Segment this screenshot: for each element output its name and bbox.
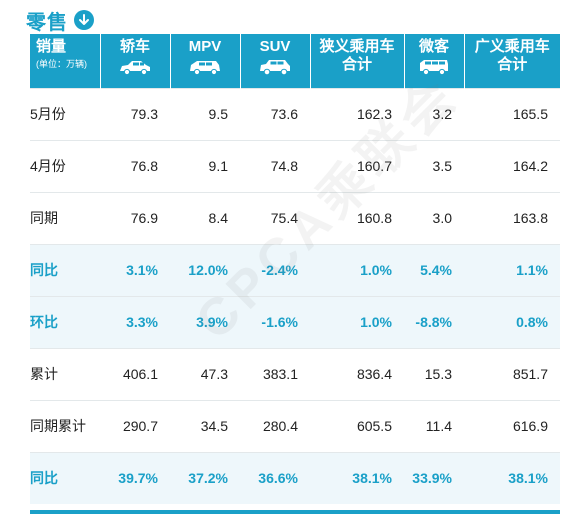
- cell-percent: 3.3%: [100, 295, 170, 348]
- sedan-icon: [120, 61, 150, 75]
- row-label: 环比: [30, 295, 100, 348]
- cell-value: 406.1: [100, 347, 170, 400]
- table-row-percent: 同比 3.1% 12.0% -2.4% 1.0% 5.4% 1.1%: [30, 243, 560, 296]
- cell-percent: 5.4%: [404, 243, 464, 296]
- header-col-label: MPV: [188, 38, 222, 55]
- table-row: 4月份 76.8 9.1 74.8 160.7 3.5 164.2: [30, 139, 560, 192]
- table-row-percent: 环比 3.3% 3.9% -1.6% 1.0% -8.8% 0.8%: [30, 295, 560, 348]
- header-metric: 销量 (单位：万辆): [30, 34, 100, 88]
- bottom-divider: [30, 510, 560, 514]
- cell-value: 73.6: [240, 87, 310, 140]
- header-col-sedan: 轿车: [99, 34, 170, 88]
- cell-value: 15.3: [404, 347, 464, 400]
- cell-value: 47.3: [170, 347, 240, 400]
- header-col-label: 微客: [418, 38, 449, 55]
- cell-value: 34.5: [170, 399, 240, 452]
- cell-value: 11.4: [404, 399, 464, 452]
- header-col-label: SUV: [259, 38, 291, 55]
- cell-value: 616.9: [464, 399, 560, 452]
- header-col-narrow-total: 狭义乘用车 合计: [309, 34, 404, 88]
- header-col-mpv: MPV: [169, 34, 240, 88]
- cell-percent: 1.0%: [310, 243, 404, 296]
- cell-percent: 38.1%: [310, 451, 404, 504]
- cell-value: 163.8: [464, 191, 560, 244]
- table-row-percent: 同比 39.7% 37.2% 36.6% 38.1% 33.9% 38.1%: [30, 451, 560, 504]
- header-col-label: 广义乘用车: [474, 38, 550, 55]
- row-label: 同比: [30, 243, 100, 296]
- table-header-row: 销量 (单位：万辆) 轿车 MPV: [30, 34, 560, 88]
- cell-percent: 3.9%: [170, 295, 240, 348]
- cell-percent: 36.6%: [240, 451, 310, 504]
- minivan-icon: [420, 60, 448, 75]
- cell-value: 162.3: [310, 87, 404, 140]
- row-label: 5月份: [30, 87, 100, 140]
- cell-value: 75.4: [240, 191, 310, 244]
- cell-percent: -2.4%: [240, 243, 310, 296]
- cell-percent: 38.1%: [464, 451, 560, 504]
- header-unit: (单位：万辆): [36, 59, 87, 69]
- header-col-label: 轿车: [119, 38, 150, 55]
- cell-percent: 0.8%: [464, 295, 560, 348]
- cell-percent: 39.7%: [100, 451, 170, 504]
- cell-percent: 1.0%: [310, 295, 404, 348]
- table-row: 同期累计 290.7 34.5 280.4 605.5 11.4 616.9: [30, 399, 560, 452]
- suv-icon: [260, 60, 290, 75]
- cell-percent: 37.2%: [170, 451, 240, 504]
- header-col-minivan: 微客: [403, 34, 464, 88]
- cell-value: 74.8: [240, 139, 310, 192]
- cell-value: 8.4: [170, 191, 240, 244]
- cell-value: 165.5: [464, 87, 560, 140]
- row-label: 累计: [30, 347, 100, 400]
- cell-value: 76.8: [100, 139, 170, 192]
- cell-value: 160.8: [310, 191, 404, 244]
- mpv-icon: [190, 61, 220, 75]
- cell-value: 290.7: [100, 399, 170, 452]
- sales-table: 销量 (单位：万辆) 轿车 MPV: [30, 34, 560, 504]
- header-col-broad-total: 广义乘用车 合计: [463, 34, 560, 88]
- cell-value: 280.4: [240, 399, 310, 452]
- header-col-label-line2: 合计: [341, 56, 372, 73]
- title-row: 零售: [26, 6, 570, 34]
- cell-percent: -1.6%: [240, 295, 310, 348]
- table-row: 同期 76.9 8.4 75.4 160.8 3.0 163.8: [30, 191, 560, 244]
- header-metric-label: 销量: [36, 38, 67, 55]
- cell-value: 383.1: [240, 347, 310, 400]
- row-label: 同期: [30, 191, 100, 244]
- cell-percent: 33.9%: [404, 451, 464, 504]
- header-col-suv: SUV: [239, 34, 310, 88]
- cell-value: 9.5: [170, 87, 240, 140]
- cell-value: 3.2: [404, 87, 464, 140]
- cell-value: 3.0: [404, 191, 464, 244]
- row-label: 同期累计: [30, 399, 100, 452]
- cell-value: 9.1: [170, 139, 240, 192]
- cell-value: 836.4: [310, 347, 404, 400]
- header-col-label: 狭义乘用车: [319, 38, 395, 55]
- cell-value: 160.7: [310, 139, 404, 192]
- cell-percent: -8.8%: [404, 295, 464, 348]
- cell-value: 164.2: [464, 139, 560, 192]
- cell-percent: 12.0%: [170, 243, 240, 296]
- cell-value: 76.9: [100, 191, 170, 244]
- row-label: 同比: [30, 451, 100, 504]
- arrow-down-circle-icon[interactable]: [74, 10, 94, 30]
- cell-value: 3.5: [404, 139, 464, 192]
- table-row: 5月份 79.3 9.5 73.6 162.3 3.2 165.5: [30, 87, 560, 140]
- row-label: 4月份: [30, 139, 100, 192]
- cell-value: 851.7: [464, 347, 560, 400]
- cell-value: 79.3: [100, 87, 170, 140]
- table-row: 累计 406.1 47.3 383.1 836.4 15.3 851.7: [30, 347, 560, 400]
- page-title: 零售: [26, 11, 68, 34]
- cell-value: 605.5: [310, 399, 404, 452]
- header-col-label-line2: 合计: [497, 56, 528, 73]
- cell-percent: 1.1%: [464, 243, 560, 296]
- cell-percent: 3.1%: [100, 243, 170, 296]
